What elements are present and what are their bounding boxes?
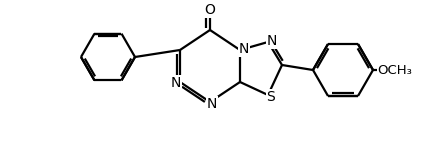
Text: N: N	[239, 42, 249, 56]
Text: O: O	[205, 3, 216, 17]
Text: N: N	[267, 34, 277, 48]
Text: N: N	[207, 97, 217, 111]
Text: S: S	[267, 90, 276, 104]
Text: OCH₃: OCH₃	[378, 64, 412, 76]
Text: N: N	[171, 76, 181, 90]
